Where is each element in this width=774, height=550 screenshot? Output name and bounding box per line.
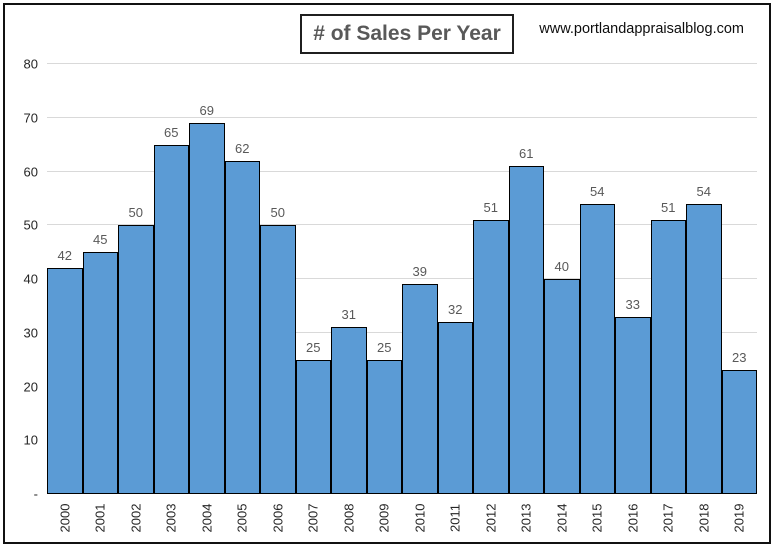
bar (189, 123, 225, 494)
x-tick-label: 2010 (412, 503, 428, 533)
x-tick-label: 2005 (234, 503, 250, 533)
bar (508, 166, 544, 494)
x-tick-label: 2006 (270, 503, 286, 533)
y-tick-label: - (33, 486, 38, 502)
x-tick-label: 2016 (625, 503, 641, 533)
bar (331, 327, 367, 494)
x-tick-label: 2013 (518, 503, 534, 533)
bar-value-label: 65 (164, 124, 179, 140)
y-tick-label: 30 (23, 325, 38, 341)
x-tick-label: 2003 (163, 503, 179, 533)
bar-value-label: 33 (625, 296, 640, 312)
x-tick-label: 2009 (376, 503, 392, 533)
bar (721, 370, 757, 494)
bar (153, 144, 189, 494)
bar-value-label: 51 (483, 199, 498, 215)
x-tick-label: 2012 (483, 503, 499, 533)
x-axis: 2000 2001 2002 2003 2004 2005 2006 2007 2008 2009… (47, 500, 757, 542)
y-tick-label: 50 (23, 217, 38, 233)
bar-value-label: 31 (341, 307, 356, 323)
bar (118, 225, 154, 494)
bar-value-label: 42 (57, 248, 72, 264)
x-tick-label: 2002 (128, 503, 144, 533)
bar-value-label: 32 (448, 302, 463, 317)
bar-value-label: 54 (590, 183, 605, 199)
y-tick-label: 70 (23, 110, 38, 126)
gridline (47, 170, 757, 172)
bar (366, 359, 402, 494)
y-tick-label: 10 (23, 432, 38, 448)
bar-value-label: 50 (270, 205, 285, 221)
website-url: www.portlandappraisalblog.com (539, 21, 744, 37)
chart-title-box: # of Sales Per Year (300, 14, 514, 54)
gridline (47, 116, 757, 118)
bar-value-label: 69 (199, 103, 214, 119)
bar (437, 322, 473, 494)
bar-value-label: 61 (519, 146, 534, 162)
gridline (47, 63, 757, 64)
bar-value-label: 23 (732, 350, 747, 366)
y-tick-label: 20 (23, 379, 38, 394)
y-axis: - 10 20 30 40 50 60 70 80 (0, 57, 40, 502)
x-tick-label: 2008 (341, 503, 357, 533)
gridline (47, 278, 757, 279)
y-tick-label: 60 (23, 164, 38, 179)
bar-value-label: 50 (128, 205, 143, 221)
bar-value-label: 39 (412, 264, 427, 280)
bar (260, 225, 296, 494)
bar (579, 203, 615, 494)
x-tick-label: 2014 (554, 503, 570, 533)
bar (224, 160, 260, 494)
bar (82, 252, 118, 494)
bar (402, 284, 438, 494)
y-tick-label: 40 (23, 271, 38, 287)
x-tick-label: 2007 (305, 503, 321, 533)
y-tick-label: 80 (23, 56, 38, 72)
bar (47, 268, 83, 494)
x-tick-label: 2001 (92, 503, 108, 533)
gridline (47, 224, 757, 226)
bar-value-label: 25 (306, 339, 321, 355)
bar (544, 279, 580, 494)
bar (295, 359, 331, 494)
x-tick-label: 2018 (696, 503, 712, 533)
bar-value-label: 45 (93, 232, 108, 248)
x-tick-label: 2000 (57, 503, 73, 533)
bar-value-label: 25 (377, 339, 392, 355)
bar (615, 316, 651, 494)
x-tick-label: 2017 (660, 503, 676, 533)
bar-value-label: 51 (661, 199, 676, 215)
bar-series (47, 64, 757, 494)
bar (650, 219, 686, 494)
chart-title: # of Sales Per Year (313, 22, 501, 45)
x-tick-label: 2004 (199, 503, 215, 533)
x-tick-label: 2015 (589, 503, 605, 533)
plot-area: 42 45 50 65 69 62 50 25 31 25 39 32 51 61 40 54 33 51 54 23 (47, 63, 757, 494)
x-tick-label: 2011 (447, 504, 463, 532)
bar (473, 219, 509, 494)
bar (686, 203, 722, 494)
x-tick-label: 2019 (731, 503, 747, 533)
bar-value-label: 54 (696, 183, 711, 199)
bar-value-label: 62 (235, 140, 250, 156)
bar-value-label: 40 (554, 259, 569, 274)
